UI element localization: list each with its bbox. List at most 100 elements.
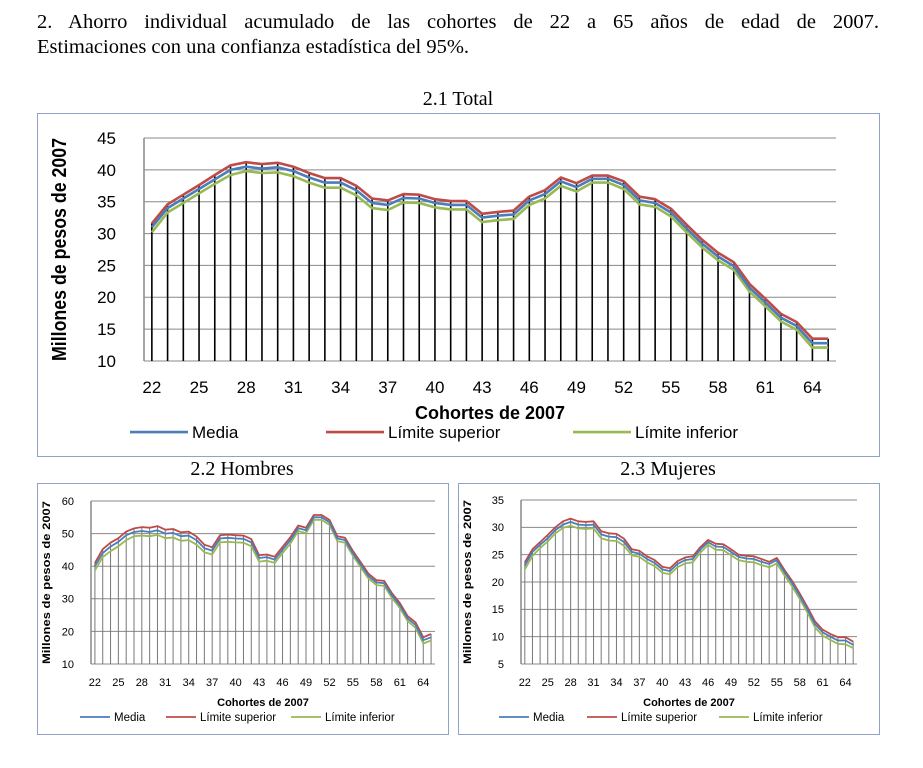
x-tick-label: 52 xyxy=(323,677,335,689)
x-tick-label: 58 xyxy=(709,378,728,397)
x-tick-label: 40 xyxy=(230,677,242,689)
x-tick-label: 52 xyxy=(748,677,760,689)
x-tick-label: 25 xyxy=(112,677,124,689)
legend-label-inferior: Límite inferior xyxy=(753,712,823,724)
chart-hombres: 10 20 30 40 50 60 22 25 28 31 34 37 40 43 46 49 52 55 58 61… xyxy=(37,483,449,735)
legend-label-inferior: Límite inferior xyxy=(325,712,395,724)
x-tick-label: 40 xyxy=(656,677,668,689)
x-tick-label: 49 xyxy=(300,677,312,689)
chart-mujeres: 5 10 15 20 25 30 35 22 25 28 31 34 37 40 43 46 49 52 55 58 6… xyxy=(458,483,880,735)
legend-label-inferior: Límite inferior xyxy=(635,423,738,442)
legend-label-media: Media xyxy=(533,712,565,724)
series-line-inferior xyxy=(150,169,829,349)
y-axis-label: Millones de pesos de 2007 xyxy=(49,138,71,361)
y-tick-label: 25 xyxy=(492,550,504,562)
x-tick-label: 58 xyxy=(370,677,382,689)
legend-label-superior: Límite superior xyxy=(388,423,501,442)
x-tick-label: 49 xyxy=(567,378,586,397)
y-tick-label: 20 xyxy=(492,577,504,589)
y-tick-label: 45 xyxy=(97,129,116,148)
y-tick-label: 20 xyxy=(97,288,116,307)
x-tick-label: 46 xyxy=(520,378,539,397)
y-tick-label: 60 xyxy=(62,496,74,508)
x-tick-label: 52 xyxy=(614,378,633,397)
x-tick-label: 37 xyxy=(633,677,645,689)
series-line-media xyxy=(524,521,854,646)
x-tick-label: 55 xyxy=(347,677,359,689)
y-tick-label: 30 xyxy=(492,522,504,534)
x-axis-label: Cohortes de 2007 xyxy=(415,403,565,423)
y-tick-label: 40 xyxy=(62,561,74,573)
x-tick-label: 64 xyxy=(417,677,429,689)
x-tick-label: 22 xyxy=(142,378,161,397)
y-tick-label: 50 xyxy=(62,528,74,540)
x-tick-label: 34 xyxy=(331,378,350,397)
x-tick-label: 28 xyxy=(237,378,256,397)
x-tick-label: 43 xyxy=(253,677,265,689)
legend-label-media: Media xyxy=(114,712,146,724)
x-tick-label: 25 xyxy=(542,677,554,689)
x-axis-label: Cohortes de 2007 xyxy=(217,697,309,709)
x-tick-label: 31 xyxy=(159,677,171,689)
y-tick-label: 40 xyxy=(97,161,116,180)
y-tick-label: 35 xyxy=(492,495,504,507)
series-line-media xyxy=(94,516,432,642)
y-tick-label: 15 xyxy=(492,604,504,616)
series-line-inferior xyxy=(94,519,432,645)
y-tick-label: 10 xyxy=(97,352,116,371)
x-tick-label: 22 xyxy=(89,677,101,689)
series-line-media xyxy=(150,165,829,345)
chart-svg: 5 10 15 20 25 30 35 22 25 28 31 34 37 40 43 46 49 52 55 58 6… xyxy=(462,495,857,724)
x-tick-label: 31 xyxy=(284,378,303,397)
figure-caption-line-2: Estimaciones con una confianza estadísti… xyxy=(37,36,470,58)
y-axis-label: Millones de pesos de 2007 xyxy=(41,501,53,664)
series-line-superior xyxy=(94,514,432,639)
x-tick-label: 34 xyxy=(610,677,622,689)
x-tick-label: 46 xyxy=(276,677,288,689)
x-tick-label: 61 xyxy=(394,677,406,689)
series-line-inferior xyxy=(524,524,854,649)
y-tick-label: 35 xyxy=(97,193,116,212)
x-tick-label: 25 xyxy=(190,378,209,397)
series-line-superior xyxy=(524,517,854,643)
chart-svg: 10 20 30 40 50 60 22 25 28 31 34 37 40 43 46 49 52 55 58 61… xyxy=(41,496,435,724)
chart-title-hombres: 2.2 Hombres xyxy=(190,458,294,480)
legend-label-superior: Límite superior xyxy=(621,712,697,724)
chart-title-total: 2.1 Total xyxy=(422,88,494,110)
y-tick-label: 10 xyxy=(492,632,504,644)
x-tick-label: 43 xyxy=(473,378,492,397)
x-tick-label: 28 xyxy=(136,677,148,689)
y-tick-label: 30 xyxy=(62,594,74,606)
x-tick-label: 64 xyxy=(839,677,851,689)
y-axis-label: Millones de pesos de 2007 xyxy=(462,500,474,664)
legend-label-media: Media xyxy=(192,423,239,442)
chart-svg: 10 15 20 25 30 35 40 45 22 25 28 31 34 37 40 43 46 49 52 55… xyxy=(49,129,836,442)
x-tick-label: 49 xyxy=(725,677,737,689)
chart-total: 10 15 20 25 30 35 40 45 22 25 28 31 34 37 40 43 46 49 52 55… xyxy=(37,113,880,457)
y-tick-label: 5 xyxy=(498,659,504,671)
y-tick-label: 15 xyxy=(97,320,116,339)
x-tick-label: 28 xyxy=(565,677,577,689)
y-tick-label: 20 xyxy=(62,626,74,638)
chart-title-mujeres: 2.3 Mujeres xyxy=(620,458,716,480)
series-line-superior xyxy=(150,160,829,340)
x-tick-label: 34 xyxy=(183,677,195,689)
x-tick-label: 37 xyxy=(378,378,397,397)
y-tick-label: 30 xyxy=(97,225,116,244)
x-tick-label: 22 xyxy=(519,677,531,689)
x-tick-label: 31 xyxy=(587,677,599,689)
x-tick-label: 46 xyxy=(702,677,714,689)
x-tick-label: 61 xyxy=(756,378,775,397)
x-tick-label: 40 xyxy=(425,378,444,397)
x-tick-label: 64 xyxy=(803,378,822,397)
y-tick-label: 10 xyxy=(62,659,74,671)
figure-caption-line-1: 2. Ahorro individual acumulado de las co… xyxy=(37,11,879,33)
y-tick-label: 25 xyxy=(97,256,116,275)
x-tick-label: 61 xyxy=(817,677,829,689)
legend-label-superior: Límite superior xyxy=(200,712,276,724)
x-tick-label: 37 xyxy=(206,677,218,689)
x-tick-label: 55 xyxy=(661,378,680,397)
x-axis-label: Cohortes de 2007 xyxy=(643,697,735,709)
x-tick-label: 58 xyxy=(794,677,806,689)
x-tick-label: 43 xyxy=(679,677,691,689)
